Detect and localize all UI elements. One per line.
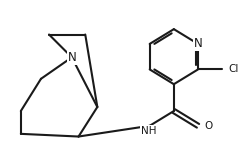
Text: Cl: Cl (228, 64, 238, 74)
Text: N: N (194, 37, 202, 50)
Text: NH: NH (141, 126, 156, 136)
Text: O: O (205, 121, 213, 131)
Text: N: N (68, 51, 76, 64)
